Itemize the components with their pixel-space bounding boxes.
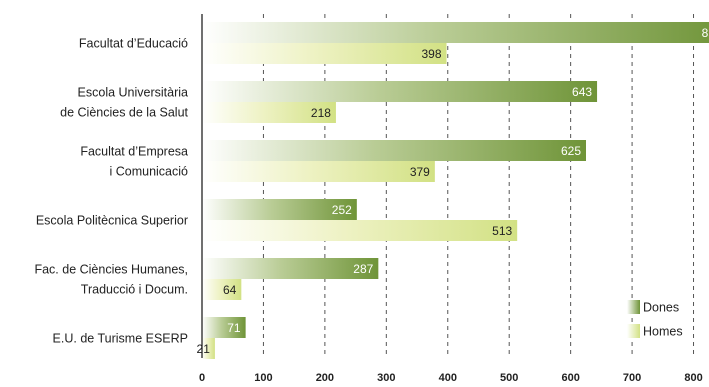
legend-swatch-homes <box>627 324 640 338</box>
value-label-homes-2: 379 <box>410 165 430 179</box>
x-tick-label-700: 700 <box>623 372 641 384</box>
category-label-line: Facultat d’Empresa <box>80 145 188 159</box>
category-label-0: Facultat d’Educació <box>79 37 188 51</box>
bar-homes-4 <box>202 279 242 300</box>
legend-label-homes: Homes <box>643 325 683 339</box>
value-label-dones-1: 643 <box>572 85 592 99</box>
bars <box>202 22 709 359</box>
bar-homes-1 <box>202 102 336 123</box>
bar-homes-3 <box>202 220 518 241</box>
value-label-dones-5: 71 <box>227 321 241 335</box>
legend-swatch-dones <box>627 300 640 314</box>
bar-dones-1 <box>202 81 598 102</box>
bar-dones-4 <box>202 258 379 279</box>
value-label-dones-2: 625 <box>561 144 581 158</box>
bar-dones-3 <box>202 199 357 220</box>
value-label-homes-3: 513 <box>492 224 512 238</box>
x-tick-label-300: 300 <box>377 372 395 384</box>
x-tick-label-400: 400 <box>439 372 457 384</box>
category-label-line: de Ciències de la Salut <box>60 106 188 120</box>
value-label-homes-4: 64 <box>223 283 237 297</box>
x-tick-label-200: 200 <box>316 372 334 384</box>
category-label-4: Fac. de Ciències Humanes, Traducció i Doc… <box>34 263 188 297</box>
bar-homes-2 <box>202 161 435 182</box>
x-tick-label-0: 0 <box>199 372 205 384</box>
category-label-line: Escola Universitària <box>78 86 189 100</box>
category-label-line: E.U. de Turisme ESERP <box>53 332 188 346</box>
bar-homes-0 <box>202 43 447 64</box>
bar-dones-2 <box>202 140 586 161</box>
value-label-dones-3: 252 <box>332 203 352 217</box>
category-label-line: Facultat d’Educació <box>79 37 188 51</box>
category-label-line: Traducció i Docum. <box>81 283 188 297</box>
labels: 854 398 Facultat d’Educació 643 218 Escola Un… <box>34 26 709 356</box>
value-label-homes-5: 21 <box>197 342 211 356</box>
category-label-line: Fac. de Ciències Humanes, <box>34 263 188 277</box>
legend: Dones Homes <box>627 300 683 339</box>
x-tick-label-500: 500 <box>500 372 518 384</box>
category-label-1: Escola Universitària de Ciències de la Sa… <box>60 86 188 120</box>
bar-homes-5 <box>202 338 215 359</box>
category-label-5: E.U. de Turisme ESERP <box>53 332 188 346</box>
value-label-homes-0: 398 <box>421 47 441 61</box>
axes: 0100200300400500600700800900 <box>199 14 703 384</box>
value-label-dones-4: 287 <box>353 262 373 276</box>
x-tick-label-100: 100 <box>254 372 272 384</box>
legend-label-dones: Dones <box>643 301 679 315</box>
category-label-line: i Comunicació <box>109 165 188 179</box>
category-label-3: Escola Politècnica Superior <box>36 214 188 228</box>
bar-dones-5 <box>202 317 246 338</box>
x-tick-label-600: 600 <box>561 372 579 384</box>
x-tick-label-800: 800 <box>684 372 702 384</box>
category-label-2: Facultat d’Empresa i Comunicació <box>80 145 188 179</box>
grid-lines <box>262 14 695 358</box>
value-label-dones-0: 854 <box>702 26 709 40</box>
bar-dones-0 <box>202 22 709 43</box>
category-label-line: Escola Politècnica Superior <box>36 214 188 228</box>
value-label-homes-1: 218 <box>311 106 331 120</box>
